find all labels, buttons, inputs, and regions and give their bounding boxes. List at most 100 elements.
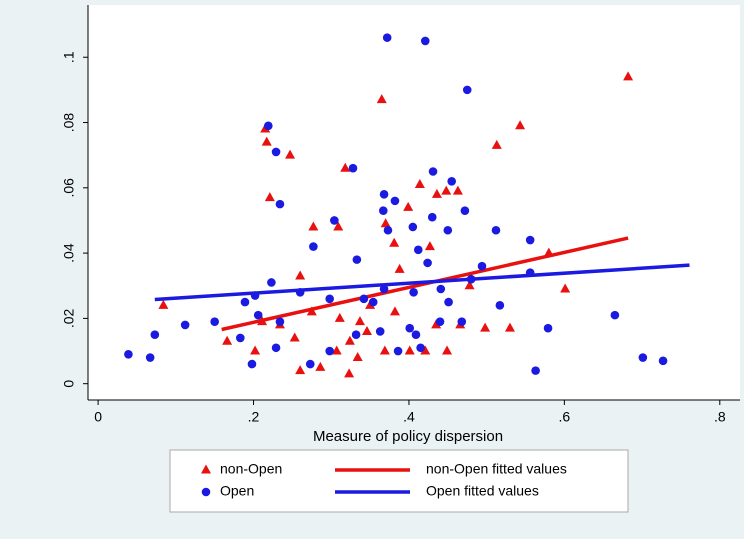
circle-marker bbox=[368, 297, 378, 307]
triangle-marker bbox=[158, 299, 169, 309]
circle-marker bbox=[325, 346, 334, 356]
triangle-marker bbox=[264, 192, 275, 202]
triangle-marker bbox=[420, 345, 431, 355]
triangle-marker bbox=[623, 71, 634, 81]
circle-marker bbox=[435, 317, 445, 326]
circle-marker bbox=[427, 212, 437, 222]
circle-marker bbox=[658, 356, 668, 366]
circle-marker bbox=[240, 297, 250, 307]
circle-marker bbox=[150, 330, 160, 340]
circle-marker bbox=[411, 330, 421, 340]
circle-marker bbox=[443, 225, 453, 235]
circle-marker bbox=[352, 255, 362, 264]
x-tick-label: .2 bbox=[248, 409, 260, 425]
triangle-marker bbox=[403, 201, 414, 211]
triangle-marker bbox=[480, 322, 491, 332]
circle-marker bbox=[124, 349, 133, 359]
triangle-marker bbox=[379, 345, 390, 355]
circle-marker bbox=[638, 353, 648, 362]
legend-label: non-Open fitted values bbox=[426, 461, 567, 477]
x-axis-title: Measure of policy dispersion bbox=[313, 428, 503, 445]
circle-marker bbox=[379, 284, 389, 294]
circle-marker bbox=[383, 225, 393, 235]
x-tick-label: 0 bbox=[94, 409, 102, 425]
circle-marker bbox=[325, 294, 334, 304]
legend-symbol bbox=[201, 487, 211, 497]
circle-marker bbox=[330, 216, 339, 225]
triangle-marker bbox=[515, 120, 526, 130]
circle-marker bbox=[275, 317, 285, 326]
legend-label: non-Open bbox=[220, 461, 282, 477]
circle-marker bbox=[462, 85, 472, 95]
circle-marker bbox=[543, 323, 553, 333]
triangle-marker bbox=[431, 319, 442, 329]
triangle-marker bbox=[295, 270, 306, 280]
triangle-marker bbox=[333, 221, 344, 231]
triangle-marker bbox=[334, 312, 345, 322]
circle-marker bbox=[477, 261, 487, 271]
circle-marker bbox=[379, 206, 388, 215]
circle-marker bbox=[348, 163, 358, 173]
circle-marker bbox=[253, 310, 263, 320]
triangle-marker bbox=[261, 136, 272, 146]
legend-symbol bbox=[201, 464, 211, 474]
circle-marker bbox=[405, 323, 415, 333]
triangle-marker bbox=[431, 188, 442, 198]
circle-marker bbox=[180, 320, 190, 330]
circle-marker bbox=[423, 258, 432, 268]
triangle-marker bbox=[380, 218, 391, 228]
triangle-marker bbox=[344, 335, 355, 345]
circle-marker bbox=[271, 147, 281, 157]
y-tick-label: .06 bbox=[61, 178, 77, 198]
triangle-marker bbox=[424, 241, 435, 251]
circle-marker bbox=[409, 287, 418, 297]
triangle-marker bbox=[441, 185, 452, 195]
circle-marker bbox=[413, 245, 423, 255]
circle-marker bbox=[236, 333, 245, 343]
circle-marker bbox=[379, 190, 389, 199]
circle-marker bbox=[428, 167, 438, 176]
triangle-marker bbox=[331, 345, 342, 355]
triangle-marker bbox=[354, 316, 365, 326]
y-tick-label: 0 bbox=[61, 380, 77, 388]
circle-marker bbox=[267, 278, 276, 287]
y-tick-label: .1 bbox=[61, 51, 77, 63]
circle-marker bbox=[408, 222, 418, 232]
circle-marker bbox=[309, 242, 318, 251]
circle-marker bbox=[420, 36, 430, 46]
circle-marker bbox=[305, 359, 315, 369]
circle-marker bbox=[460, 206, 470, 215]
triangle-marker bbox=[504, 322, 515, 332]
circle-marker bbox=[495, 301, 505, 310]
triangle-marker bbox=[376, 94, 387, 104]
circle-marker bbox=[393, 346, 403, 356]
circle-marker bbox=[531, 366, 540, 375]
circle-marker bbox=[375, 327, 385, 336]
circle-marker bbox=[491, 225, 501, 235]
triangle-marker bbox=[394, 263, 405, 273]
triangle-marker bbox=[289, 332, 300, 342]
plot-area bbox=[88, 5, 740, 400]
legend-label: Open bbox=[220, 483, 254, 499]
circle-marker bbox=[275, 199, 285, 209]
triangle-marker bbox=[560, 283, 571, 293]
triangle-marker bbox=[352, 352, 363, 362]
circle-marker bbox=[382, 33, 392, 42]
triangle-marker bbox=[452, 185, 463, 195]
triangle-marker bbox=[361, 325, 372, 335]
circle-marker bbox=[263, 121, 273, 131]
triangle-marker bbox=[414, 179, 425, 189]
triangle-marker bbox=[442, 345, 453, 355]
circle-marker bbox=[351, 330, 361, 340]
circle-marker bbox=[390, 196, 400, 206]
circle-marker bbox=[457, 317, 467, 326]
circle-marker bbox=[444, 297, 453, 307]
circle-marker bbox=[271, 343, 281, 353]
x-tick-label: .4 bbox=[403, 409, 415, 425]
triangle-marker bbox=[389, 237, 400, 247]
triangle-marker bbox=[295, 365, 306, 375]
circle-marker bbox=[416, 343, 425, 353]
x-tick-label: .8 bbox=[714, 409, 726, 425]
circle-marker bbox=[359, 294, 369, 304]
